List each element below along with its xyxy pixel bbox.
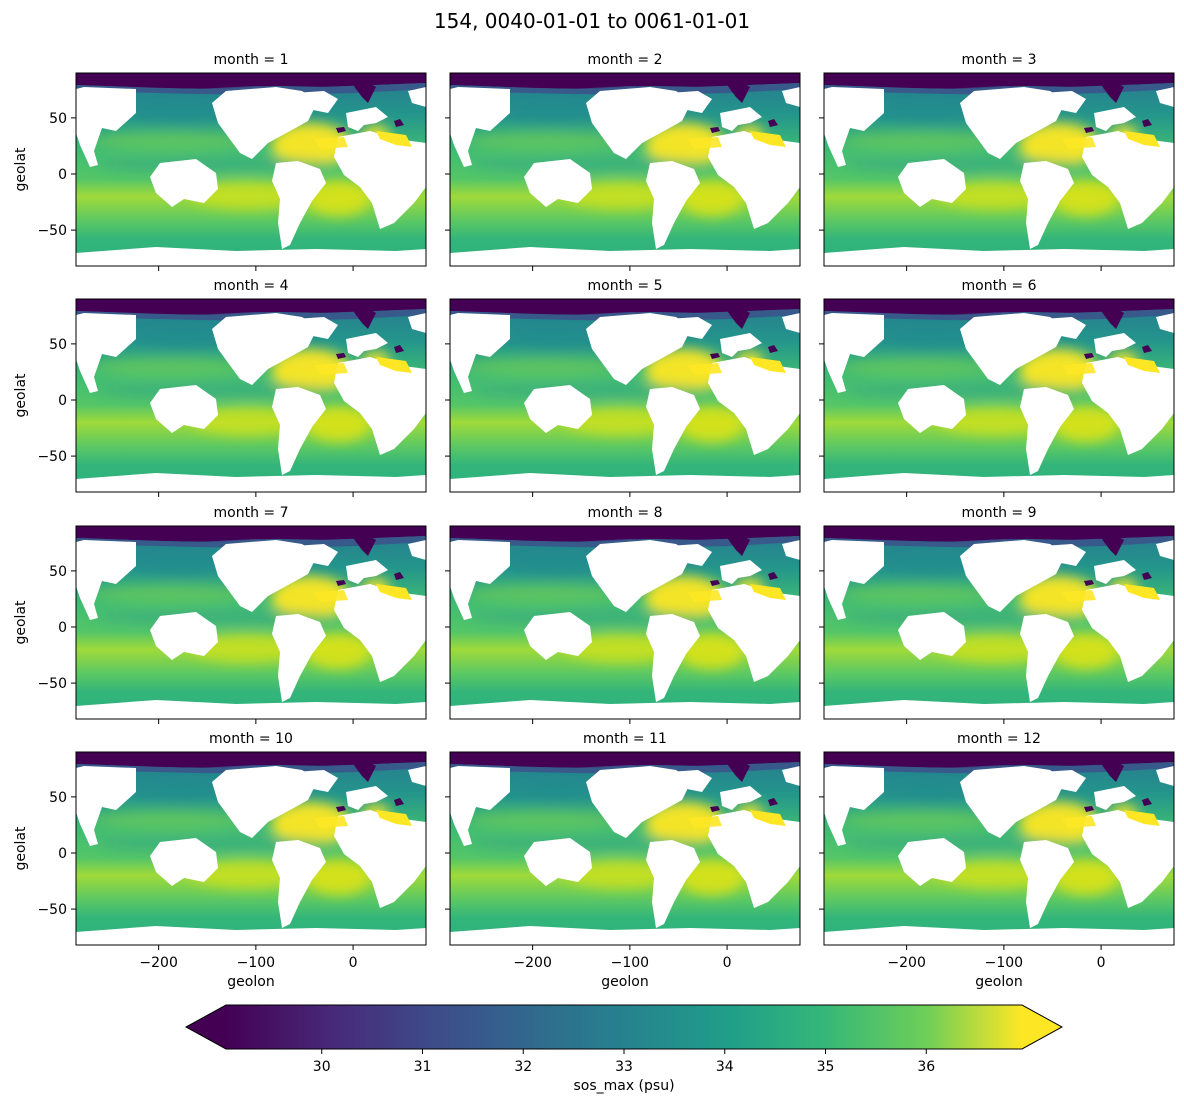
- panel-frame: [823, 72, 1175, 267]
- panel-month-1: month = 1 50 0 −50 geolat: [13, 52, 427, 271]
- panel-month-6: month = 6: [819, 278, 1175, 497]
- x-axis-label: geolon: [975, 974, 1022, 990]
- y-tick-label: −50: [37, 223, 67, 239]
- colorbar-tick-label: 31: [414, 1059, 432, 1075]
- x-tick-label: 0: [349, 955, 358, 971]
- sos-max-heatmap: [450, 299, 800, 492]
- panel-frame: [823, 298, 1175, 493]
- y-tick-label: 0: [58, 167, 67, 183]
- x-axis-label: geolon: [227, 974, 274, 990]
- sos-max-heatmap: [76, 73, 426, 266]
- colorbar-tick-label: 30: [313, 1059, 331, 1075]
- panel-frame: [449, 72, 801, 267]
- panel-title: month = 9: [962, 505, 1037, 521]
- panel-month-8: month = 8: [445, 505, 801, 724]
- y-tick-label: −50: [37, 902, 67, 918]
- sos-max-heatmap: [824, 73, 1174, 266]
- panel-month-5: month = 5: [445, 278, 801, 497]
- panel-month-10: month = 10 −200 −100 0 50 0 −50 geolon geolat: [13, 731, 427, 990]
- panel-frame: [75, 751, 427, 946]
- figure-title: 154, 0040-01-01 to 0061-01-01: [434, 9, 750, 33]
- sos-max-heatmap: [824, 752, 1174, 945]
- sos-max-heatmap: [824, 526, 1174, 719]
- panel-title: month = 6: [962, 278, 1037, 294]
- colorbar-label: sos_max (psu): [573, 1078, 674, 1094]
- panel-month-3: month = 3: [819, 52, 1175, 271]
- panel-month-2: month = 2: [445, 52, 801, 271]
- y-axis-label: geolat: [13, 373, 29, 418]
- sos-max-heatmap: [450, 752, 800, 945]
- panel-title: month = 4: [214, 278, 289, 294]
- panel-title: month = 2: [588, 52, 663, 68]
- colorbar-extend-high: [1022, 1005, 1062, 1049]
- y-axis-label: geolat: [13, 826, 29, 871]
- x-tick-label: 0: [1097, 955, 1106, 971]
- panel-frame: [823, 525, 1175, 720]
- panel-title: month = 10: [209, 731, 293, 747]
- colorbar-outline: [184, 1004, 1064, 1050]
- panel-frame: [75, 525, 427, 720]
- panel-title: month = 8: [588, 505, 663, 521]
- panel-title: month = 3: [962, 52, 1037, 68]
- panel-month-12: month = 12 −200 −100 0 geolon: [819, 731, 1175, 990]
- x-tick-label: −100: [985, 955, 1023, 971]
- panel-title: month = 12: [957, 731, 1041, 747]
- y-tick-label: −50: [37, 449, 67, 465]
- panel-month-9: month = 9: [819, 505, 1175, 724]
- colorbar-tick-label: 34: [716, 1059, 734, 1075]
- panel-month-7: month = 7 50 0 −50 geolat: [13, 505, 427, 724]
- panel-month-4: month = 4 50 0 −50 geolat: [13, 278, 427, 497]
- y-tick-label: 50: [49, 790, 67, 806]
- colorbar-gradient: [226, 1005, 1022, 1049]
- panel-title: month = 5: [588, 278, 663, 294]
- y-tick-label: 0: [58, 620, 67, 636]
- sos-max-heatmap: [450, 73, 800, 266]
- x-tick-label: −200: [887, 955, 925, 971]
- colorbar: 30 31 32 33 34 35 36 sos_max (psu): [184, 1004, 1064, 1094]
- sos-max-heatmap: [76, 526, 426, 719]
- sos-max-heatmap: [76, 299, 426, 492]
- y-axis-label: geolat: [13, 600, 29, 645]
- panel-frame: [823, 751, 1175, 946]
- sos-max-heatmap: [824, 299, 1174, 492]
- y-tick-label: 50: [49, 564, 67, 580]
- y-axis-label: geolat: [13, 147, 29, 192]
- sos-max-heatmap: [450, 526, 800, 719]
- colorbar-tick-label: 36: [917, 1059, 935, 1075]
- y-tick-label: 50: [49, 337, 67, 353]
- y-tick-label: 0: [58, 393, 67, 409]
- x-tick-label: −200: [139, 955, 177, 971]
- panel-month-11: month = 11 −200 −100 0 geolon: [445, 731, 801, 990]
- panel-title: month = 11: [583, 731, 667, 747]
- y-tick-label: −50: [37, 676, 67, 692]
- panel-frame: [449, 751, 801, 946]
- panel-frame: [75, 298, 427, 493]
- x-axis-label: geolon: [601, 974, 648, 990]
- colorbar-tick-label: 32: [514, 1059, 532, 1075]
- y-tick-label: 0: [58, 846, 67, 862]
- y-tick-label: 50: [49, 111, 67, 127]
- x-tick-label: 0: [723, 955, 732, 971]
- facet-grid: month = 1 50 0 −50 geolat month = 2 month = 3 m…: [13, 52, 1175, 990]
- x-tick-label: −100: [611, 955, 649, 971]
- x-tick-label: −100: [237, 955, 275, 971]
- x-tick-label: −200: [513, 955, 551, 971]
- panel-title: month = 7: [214, 505, 289, 521]
- panel-title: month = 1: [214, 52, 289, 68]
- panel-frame: [449, 298, 801, 493]
- colorbar-tick-label: 35: [817, 1059, 835, 1075]
- panel-frame: [75, 72, 427, 267]
- panel-frame: [449, 525, 801, 720]
- colorbar-extend-low: [186, 1005, 226, 1049]
- colorbar-tick-label: 33: [615, 1059, 633, 1075]
- sos-max-heatmap: [76, 752, 426, 945]
